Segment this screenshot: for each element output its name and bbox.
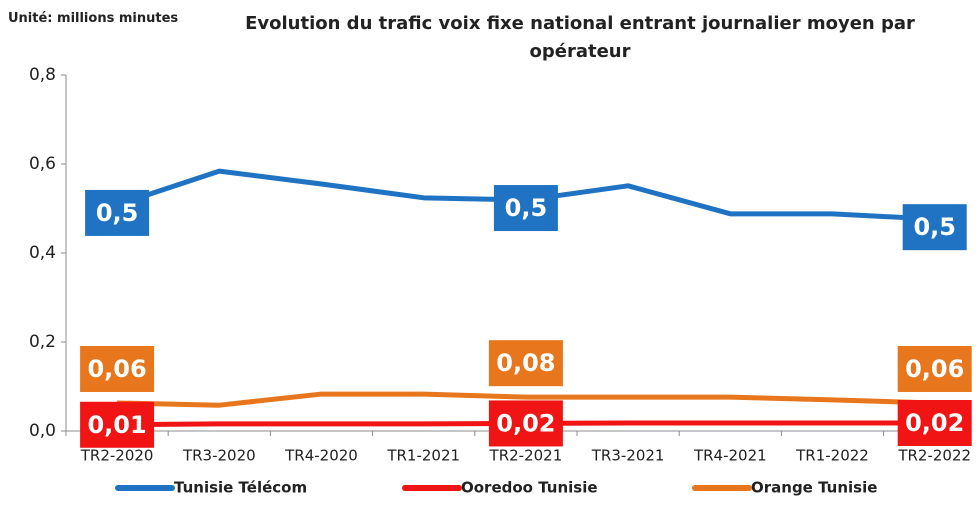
- series-line: [117, 391, 935, 408]
- data-label-box: [897, 345, 972, 392]
- y-tick-label: 0,0: [29, 421, 56, 441]
- legend-label: Ooredoo Tunisie: [461, 479, 598, 497]
- x-tick-label: TR2-2020: [80, 447, 154, 465]
- chart-title: Evolution du trafic voix fixe national e…: [245, 13, 915, 62]
- y-tick-label: 0,2: [29, 332, 56, 352]
- data-label-box: [488, 340, 563, 387]
- x-tick-label: TR1-2022: [795, 447, 869, 465]
- data-label-box: [493, 185, 558, 232]
- data-label-box: [85, 189, 150, 236]
- y-tick-label: 0,8: [29, 65, 56, 85]
- x-tick-label: TR4-2020: [284, 447, 358, 465]
- data-label: 0,06: [87, 355, 146, 383]
- data-label: 0,06: [905, 355, 964, 383]
- data-label-box: [80, 345, 155, 392]
- y-tick-label: 0,4: [29, 243, 56, 263]
- x-tick-label: TR2-2021: [489, 447, 563, 465]
- data-label: 0,02: [496, 409, 555, 437]
- x-tick-label: TR1-2021: [386, 447, 460, 465]
- data-label-box: [897, 399, 972, 446]
- data-label: 0,5: [505, 194, 548, 222]
- x-tick-label: TR4-2021: [693, 447, 767, 465]
- data-label: 0,01: [87, 411, 146, 439]
- data-label-box: [902, 204, 967, 251]
- data-label: 0,5: [96, 199, 139, 227]
- data-label: 0,08: [496, 349, 555, 377]
- unit-label: Unité: millions minutes: [8, 11, 179, 26]
- data-label: 0,5: [913, 213, 956, 241]
- data-label-box: [80, 401, 155, 448]
- x-tick-label: TR2-2022: [897, 447, 971, 465]
- x-tick-label: TR3-2020: [182, 447, 256, 465]
- legend-label: Orange Tunisie: [751, 479, 877, 497]
- data-label-box: [488, 400, 563, 447]
- data-label: 0,02: [905, 409, 964, 437]
- legend-label: Tunisie Télécom: [174, 479, 307, 497]
- x-tick-label: TR3-2021: [591, 447, 665, 465]
- y-tick-label: 0,6: [29, 154, 56, 174]
